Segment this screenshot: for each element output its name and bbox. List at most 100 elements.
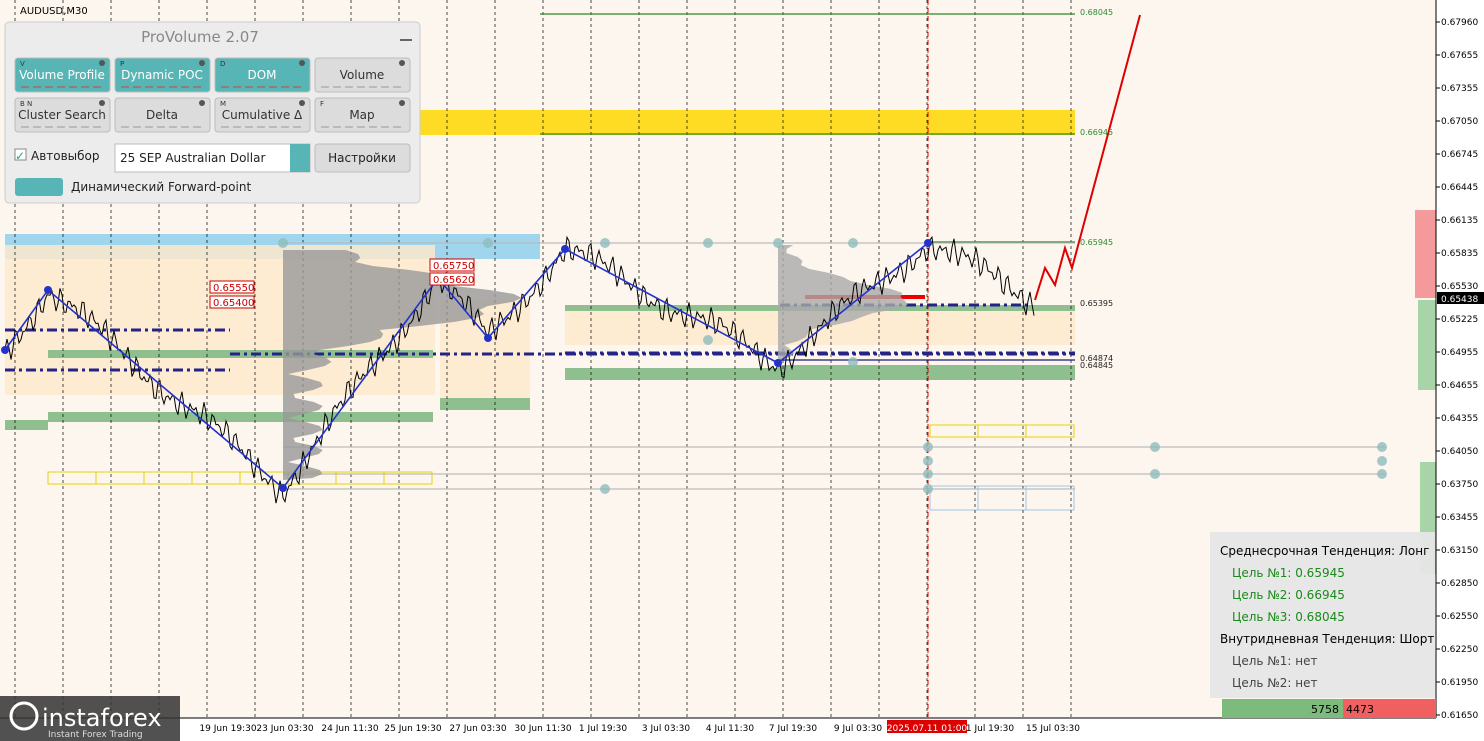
time-label: 25 Jun 19:30 (384, 724, 441, 734)
gear (299, 60, 305, 66)
marker (278, 238, 288, 248)
logo-icon (9, 701, 39, 731)
target: Цель №1: нет (1232, 654, 1317, 668)
marker (1377, 456, 1387, 466)
price-tag (429, 258, 475, 272)
time-label: 19 Jun 19:30 (199, 724, 256, 734)
tool-button[interactable] (214, 97, 311, 133)
price-label: 0.62850 (1441, 579, 1478, 589)
logo-tagline: Instant Forex Trading (48, 730, 143, 740)
tool-button[interactable] (114, 97, 211, 133)
time-label: 9 Jul 03:30 (834, 724, 883, 734)
price-label: 0.66745 (1441, 150, 1478, 160)
toggle-label: Динамический Forward-point (71, 180, 251, 194)
button-label: Volume (340, 68, 385, 82)
pivot (484, 334, 492, 342)
time-label: 27 Jun 03:30 (449, 724, 506, 734)
price-label: 0.61950 (1441, 678, 1478, 688)
gear (99, 100, 105, 106)
checkmark: ✓ (15, 149, 25, 163)
marker (923, 456, 933, 466)
marker (1377, 442, 1387, 452)
tool-button[interactable] (14, 57, 111, 93)
buy-bar (1222, 699, 1343, 718)
time-label: 3 Jul 03:30 (642, 724, 691, 734)
marker (923, 469, 933, 479)
time-label: 2025.07.11 01:00 (887, 724, 968, 734)
price-label: 0.66135 (1441, 216, 1478, 226)
level-label: 0.68045 (1080, 8, 1113, 17)
level-box (1025, 485, 1075, 511)
marker (923, 442, 933, 452)
current-price: 0.65438 (1441, 295, 1478, 305)
settings-button[interactable] (314, 143, 411, 173)
level-box (1025, 424, 1075, 438)
time-label: 15 Jul 03:30 (1026, 724, 1080, 734)
price-label: 0.63150 (1441, 546, 1478, 556)
tool-button[interactable] (314, 57, 411, 93)
level-label: 0.64874 (1080, 354, 1113, 363)
volume-band (5, 420, 48, 430)
level-box (383, 471, 433, 485)
hotkey: P (120, 60, 124, 68)
target: Цель №1: 0.65945 (1232, 566, 1345, 580)
level-label: 0.66945 (1080, 128, 1113, 137)
tool-button[interactable] (314, 97, 411, 133)
time-label: 7 Jul 19:30 (769, 724, 818, 734)
info-box (1210, 532, 1435, 698)
price-label: 0.64050 (1441, 447, 1478, 457)
price-tag-label: 0.65620 (433, 275, 474, 286)
button-label: Cluster Search (18, 108, 106, 122)
checkbox[interactable] (14, 148, 27, 161)
buy-volume: 5758 (1311, 703, 1339, 716)
side-profile-sell (1415, 210, 1436, 298)
forecast (1034, 14, 1141, 301)
tool-button[interactable] (214, 57, 311, 93)
target: Цель №2: нет (1232, 676, 1317, 690)
toggle[interactable] (15, 178, 63, 196)
select-arrows (290, 144, 310, 172)
pivot (774, 359, 782, 367)
logo-name: instaforex (42, 704, 162, 732)
hotkey: D (220, 60, 225, 68)
tool-button[interactable] (114, 57, 211, 93)
price-label: 0.63750 (1441, 480, 1478, 490)
instrument-select[interactable] (114, 143, 311, 173)
price-label: 0.67050 (1441, 117, 1478, 127)
price-tag-label: 0.65400 (213, 298, 254, 309)
hotkey: M (220, 100, 226, 108)
time-label: 24 Jun 11:30 (321, 724, 378, 734)
pivot (279, 484, 287, 492)
marker (773, 238, 783, 248)
button-label: Cumulative Δ (222, 108, 303, 122)
time-label: 30 Jun 11:30 (514, 724, 571, 734)
price-label: 0.61650 (1441, 711, 1478, 721)
level-label: 0.65945 (1080, 238, 1113, 247)
marker (848, 357, 858, 367)
marker (923, 484, 933, 494)
time-highlight (887, 720, 967, 733)
price-axis (1436, 0, 1484, 741)
current-price-bg (1437, 292, 1484, 304)
target: Цель №3: 0.68045 (1232, 610, 1345, 624)
target: Цель №2: 0.66945 (1232, 588, 1345, 602)
price-label: 0.64355 (1441, 414, 1478, 424)
gear (99, 60, 105, 66)
price-label: 0.62250 (1441, 645, 1478, 655)
marker (848, 238, 858, 248)
gear (399, 60, 405, 66)
price-label: 0.67960 (1441, 18, 1478, 28)
button-label: Dynamic POC (121, 68, 203, 82)
price-label: 0.63455 (1441, 513, 1478, 523)
gear (399, 100, 405, 106)
price-tag (209, 280, 255, 294)
time-label: 1 Jul 19:30 (966, 724, 1015, 734)
marker (703, 238, 713, 248)
price-label: 0.65835 (1441, 249, 1478, 259)
pivot (561, 245, 569, 253)
hotkey: B N (20, 100, 32, 108)
price-label: 0.65530 (1441, 282, 1478, 292)
tool-button[interactable] (14, 97, 111, 133)
volume-band (440, 398, 530, 410)
